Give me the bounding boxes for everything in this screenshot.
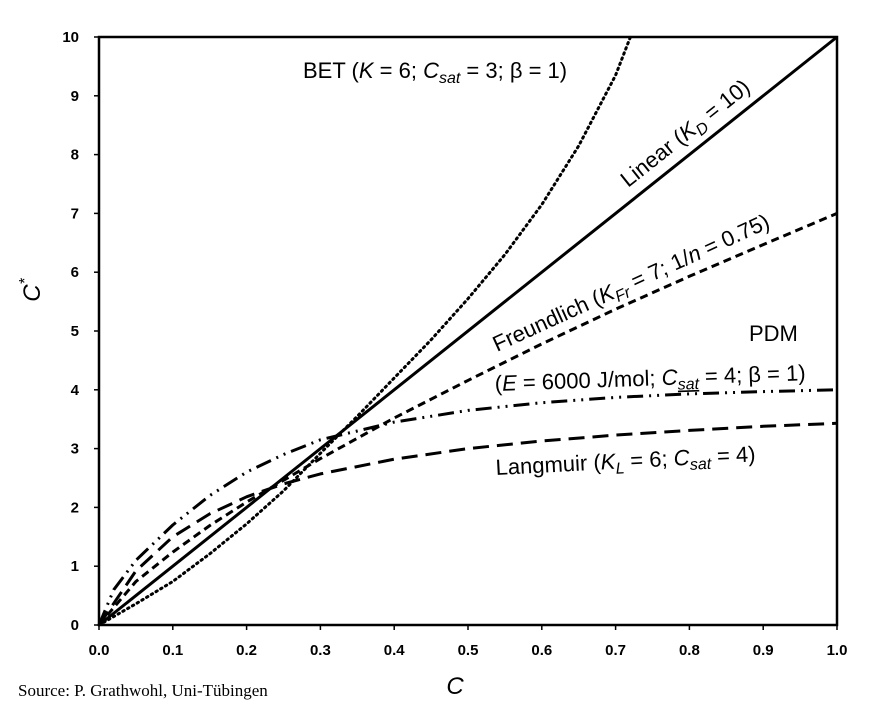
- x-tick-label: 0.2: [236, 642, 257, 659]
- label-bet: BET (K = 6; Csat = 3; β = 1): [303, 58, 567, 87]
- y-tick-label: 7: [71, 205, 79, 222]
- series-line-pdm: [97, 388, 838, 626]
- x-tick-label: 0.9: [753, 642, 774, 659]
- y-axis-title: C*: [17, 277, 46, 301]
- x-tick-label: 0.0: [89, 642, 110, 659]
- x-axis-title: C: [446, 673, 464, 700]
- source-note: Source: P. Grathwohl, Uni-Tübingen: [18, 681, 268, 700]
- curves: [97, 35, 838, 627]
- label-freundlich: Freundlich (KFr = 7; 1/n = 0.75): [489, 209, 775, 360]
- x-tick-label: 0.8: [679, 642, 700, 659]
- x-tick-label: 0.4: [384, 642, 406, 659]
- x-tick-label: 0.7: [605, 642, 626, 659]
- y-tick-label: 4: [71, 382, 80, 399]
- y-tick-label: 2: [71, 499, 79, 516]
- series-line-freundlich: [97, 212, 838, 626]
- series-line-bet: [97, 35, 632, 627]
- y-tick-label: 1: [71, 558, 79, 575]
- y-tick-label: 0: [71, 617, 79, 634]
- x-tick-label: 1.0: [827, 642, 848, 659]
- x-tick-label: 0.1: [162, 642, 183, 659]
- series-line-linear: [98, 35, 838, 627]
- y-tick-label: 6: [71, 264, 79, 281]
- label-pdm-title: PDM: [749, 321, 798, 346]
- y-tick-label: 3: [71, 441, 79, 458]
- axis-ticks: 0.0 0.1 0.2 0.3 0.4 0.5 0.6 0.7 0.8 0.9 1.0 0 1 2 3 4 5 6…: [62, 29, 847, 659]
- x-tick-label: 0.3: [310, 642, 331, 659]
- series-line-langmuir: [97, 421, 838, 626]
- label-langmuir: Langmuir (KL = 6; Csat = 4): [495, 441, 756, 484]
- y-tick-label: 9: [71, 88, 79, 105]
- y-tick-label: 10: [62, 29, 79, 46]
- y-tick-label: 8: [71, 147, 79, 164]
- x-tick-label: 0.5: [458, 642, 479, 659]
- label-pdm: (E = 6000 J/mol; Csat = 4; β = 1): [494, 360, 806, 400]
- label-linear: Linear (KD = 10): [616, 74, 757, 195]
- y-tick-label: 5: [71, 323, 79, 340]
- x-tick-label: 0.6: [531, 642, 552, 659]
